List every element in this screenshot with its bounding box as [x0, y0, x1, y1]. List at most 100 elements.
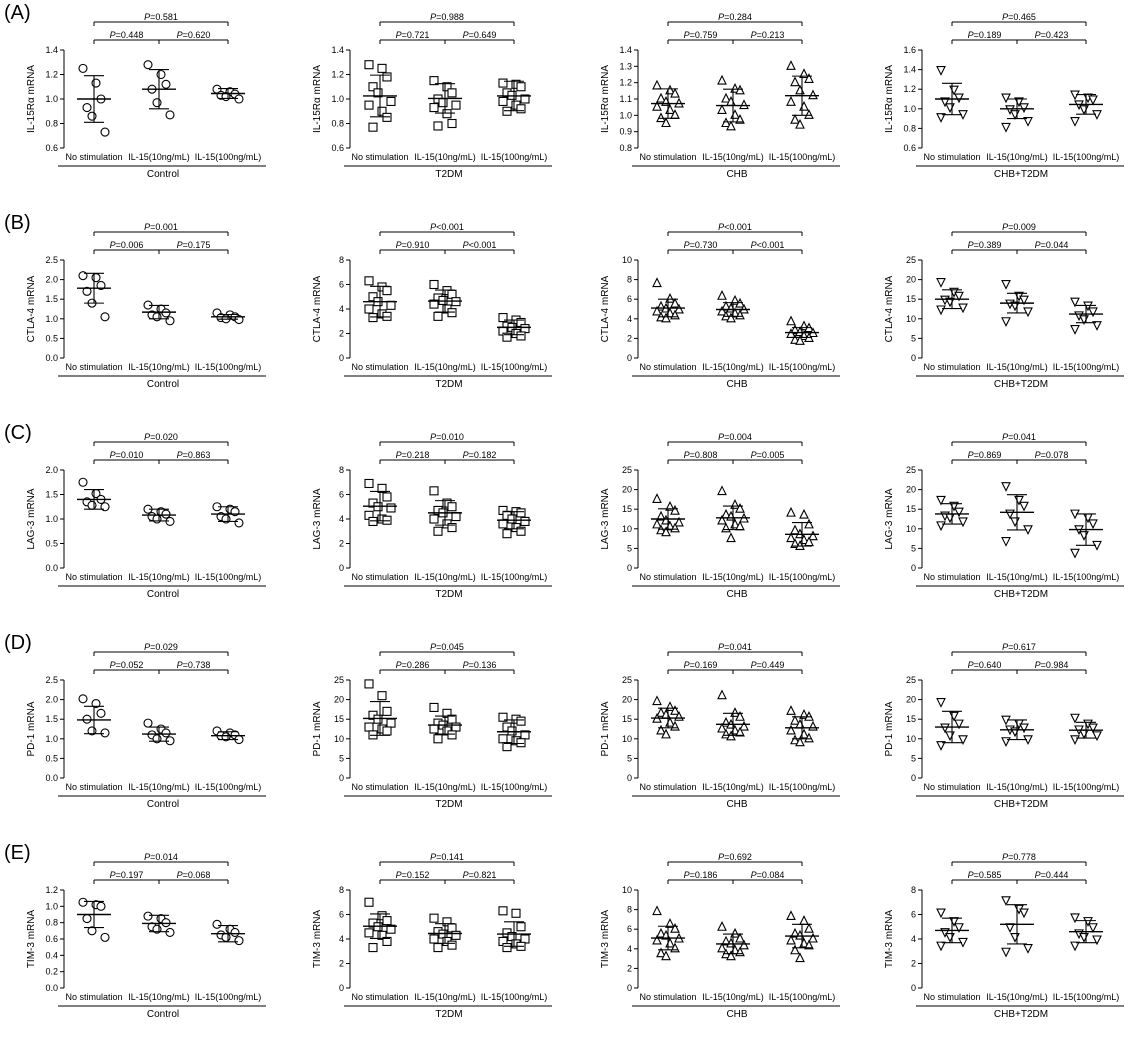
- panel-1-2-data-point: [674, 303, 684, 314]
- panel-2-1-data-point: [498, 519, 508, 529]
- panel-3-3-data-point: [954, 719, 964, 730]
- panel-2-3-data-point: [1001, 482, 1011, 492]
- panel-4-0-y-tick-label: 0.4: [45, 950, 58, 960]
- panel-0-3-p-value-label: P=0.189: [968, 30, 1002, 40]
- panel-3-1-data-point: [516, 738, 526, 748]
- panel-1-1-x-tick-label: No stimulation: [351, 362, 408, 372]
- row-label-d: (D): [4, 632, 32, 654]
- panel-1-1-data-point: [382, 311, 392, 321]
- panel-0-2-y-tick-label: 1.4: [619, 45, 632, 55]
- panel-2-2-data-point: [717, 514, 727, 525]
- panel-4-1-x-tick-label: IL-15(100ng/mL): [481, 992, 548, 1002]
- panel-0-0-data-point: [82, 103, 92, 113]
- panel-4-1-data-point: [447, 923, 457, 933]
- panel-4-0-data-point: [165, 927, 175, 938]
- panel-0-2-y-tick-label: 0.8: [619, 143, 632, 153]
- panel-0-0-y-tick-label: 1.2: [45, 70, 58, 80]
- panel-2-3-data-point: [1088, 519, 1098, 530]
- panel-0-1-x-tick-label: IL-15(10ng/mL): [414, 152, 476, 162]
- panel-3-0-p-value-label: P=0.029: [144, 642, 178, 652]
- panel-1-1-y-tick-label: 2: [339, 329, 344, 339]
- panel-4-2-data-point: [804, 939, 814, 950]
- panel-3-2-data-point: [804, 711, 814, 721]
- panel-1-3-data-point: [1070, 297, 1080, 308]
- panel-0-3-x-tick-label: IL-15(10ng/mL): [986, 152, 1048, 162]
- panel-1-1-y-tick-label: 8: [339, 255, 344, 265]
- panel-1-2-y-tick-label: 4: [627, 314, 632, 324]
- panel-1-3-data-point: [1019, 295, 1029, 306]
- panel-2-2-data-point: [656, 510, 666, 521]
- panel-2-2-data-point: [661, 526, 671, 537]
- panel-2-0-p-value-label: P=0.020: [144, 432, 178, 442]
- panel-1-1-x-tick-label: IL-15(100ng/mL): [481, 362, 548, 372]
- panel-1-1-data-point: [364, 276, 374, 286]
- panel-2-1-data-point: [377, 483, 387, 493]
- panel-4-0-data-point: [234, 936, 244, 946]
- panel-0-1-p-value-label: P=0.649: [463, 30, 497, 40]
- panel-2-2-data-point: [656, 524, 666, 535]
- panel-0-1-data-point: [377, 106, 387, 116]
- panel-0-0-y-tick-label: 1.0: [45, 94, 58, 104]
- panel-1-1-data-point: [502, 332, 512, 342]
- panel-3-1-data-point: [429, 724, 439, 734]
- panel-1-0-y-tick-label: 1.0: [45, 314, 58, 324]
- panel-3-3-y-tick-label: 20: [906, 695, 916, 705]
- panel-1-1-data-point: [368, 313, 378, 323]
- panel-0-3-y-tick-label: 0.6: [903, 143, 916, 153]
- panel-4-2-data-point: [726, 950, 736, 961]
- panel-0-1-data-point: [516, 104, 526, 114]
- panel-4-0-group-label: Control: [147, 1009, 179, 1020]
- panel-0-2-data-point: [721, 92, 731, 103]
- panel-0-3-data-point: [945, 103, 955, 114]
- panel-0-3-data-point: [936, 113, 946, 123]
- panel-3-2-group-label: CHB: [726, 799, 747, 810]
- panel-0-1-y-tick-label: 1.4: [331, 45, 344, 55]
- panel-0-3-x-tick-label: IL-15(100ng/mL): [1053, 152, 1120, 162]
- panel-1-3-y-tick-label: 5: [911, 333, 916, 343]
- panel-0-0-data-point: [78, 63, 88, 73]
- panel-1-2-p-value-label: P<0.001: [718, 222, 752, 232]
- panel-4-1-data-point: [382, 936, 392, 947]
- panel-2-0-y-tick-label: 0.0: [45, 563, 58, 573]
- panel-3-2-p-value-label: P=0.169: [684, 660, 718, 670]
- panel-1-0-y-tick-label: 2.0: [45, 275, 58, 285]
- panel-3-2-data-point: [739, 720, 749, 731]
- panel-2-1-data-point: [429, 514, 439, 524]
- panel-4-3-data-point: [1092, 935, 1102, 946]
- panel-0-2-data-point: [790, 114, 800, 124]
- panel-3-3-x-tick-label: IL-15(100ng/mL): [1053, 782, 1120, 792]
- panel-2-3-x-tick-label: IL-15(10ng/mL): [986, 572, 1048, 582]
- panel-1-0-data-point: [91, 273, 101, 283]
- panel-1-2-x-tick-label: IL-15(100ng/mL): [769, 362, 836, 372]
- panel-1-1-x-tick-label: IL-15(10ng/mL): [414, 362, 476, 372]
- panel-3-1-y-tick-label: 10: [334, 734, 344, 744]
- panel-4-3-data-point: [1001, 947, 1011, 958]
- panel-0-1-data-point: [447, 118, 457, 129]
- panel-1-1-p-value-label: P<0.001: [430, 222, 464, 232]
- panel-3-0-data-point: [82, 714, 92, 724]
- panel-3-2-x-tick-label: IL-15(10ng/mL): [702, 782, 764, 792]
- panel-4-0-y-tick-label: 0.8: [45, 918, 58, 928]
- panel-4-3-data-point: [1010, 932, 1020, 943]
- panel-4-0-data-point: [221, 932, 231, 942]
- panel-3-3-data-point: [949, 711, 959, 722]
- panel-2-3-y-tick-label: 0: [911, 563, 916, 573]
- panel-0-1-data-point: [498, 96, 508, 106]
- panel-0-1-data-point: [382, 112, 392, 122]
- panel-2-3-data-point: [1070, 548, 1080, 559]
- panel-4-1-y-axis-label: TIM-3 mRNA: [312, 910, 323, 969]
- panel-3-1-x-tick-label: No stimulation: [351, 782, 408, 792]
- panel-1-0-x-tick-label: IL-15(10ng/mL): [128, 362, 190, 372]
- panel-2-3-data-point: [1019, 501, 1029, 512]
- panel-3-1-y-tick-label: 5: [339, 753, 344, 763]
- panel-0-1-data-point: [442, 109, 452, 119]
- panel-3-2-p-value-label: P=0.041: [718, 642, 752, 652]
- panel-4-3-group-label: CHB+T2DM: [994, 1009, 1048, 1020]
- panel-1-2-y-tick-label: 0: [627, 353, 632, 363]
- panel-2-1-y-tick-label: 4: [339, 514, 344, 524]
- panel-3-3-data-point: [940, 723, 950, 734]
- panel-0-1-data-point: [438, 98, 448, 108]
- panel-4-0-data-point: [100, 932, 110, 942]
- panel-0-0-y-tick-label: 0.8: [45, 119, 58, 129]
